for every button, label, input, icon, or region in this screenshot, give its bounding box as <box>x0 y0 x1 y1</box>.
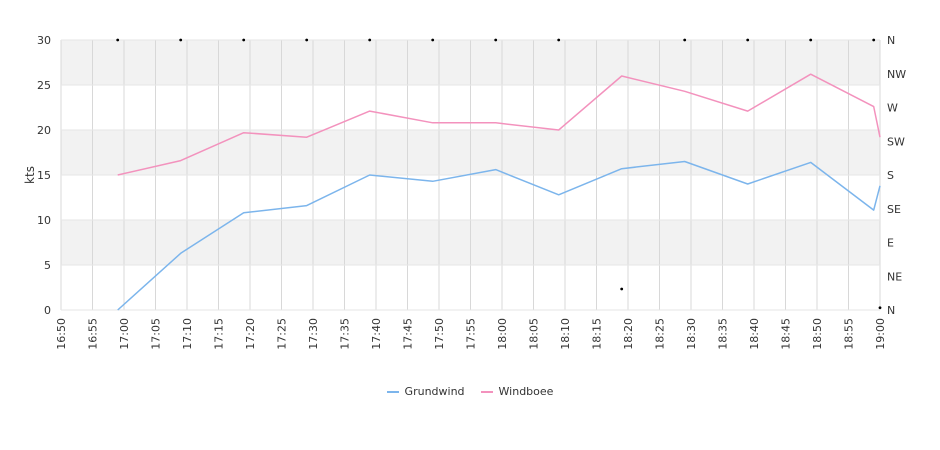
y-tick-label: 30 <box>37 34 51 47</box>
x-tick-label: 18:10 <box>559 318 572 350</box>
x-tick-label: 18:00 <box>496 318 509 350</box>
direction-marker <box>494 38 498 42</box>
y-tick-label: 20 <box>37 124 51 137</box>
right-tick-label: W <box>887 102 898 115</box>
series-lines <box>117 73 881 311</box>
direction-markers <box>116 38 882 310</box>
x-tick-label: 17:55 <box>465 318 478 350</box>
direction-marker <box>431 38 435 42</box>
x-tick-label: 18:15 <box>591 318 604 350</box>
y-tick-label: 10 <box>37 214 51 227</box>
y-axis-title: kts <box>23 166 37 184</box>
x-tick-label: 17:00 <box>118 318 131 350</box>
right-axis-ticks: N NE E SE S SW W NW N <box>887 34 906 317</box>
legend-label: Windboee <box>498 385 554 398</box>
x-tick-label: 18:35 <box>717 318 730 350</box>
y-tick-label: 15 <box>37 169 51 182</box>
x-tick-label: 18:50 <box>811 318 824 350</box>
x-tick-label: 18:25 <box>654 318 667 350</box>
x-tick-label: 18:55 <box>843 318 856 350</box>
x-tick-label: 19:00 <box>874 318 887 350</box>
x-tick-label: 18:30 <box>685 318 698 350</box>
direction-marker <box>746 38 750 42</box>
y-tick-label: 5 <box>44 259 51 272</box>
legend-item-windboee[interactable]: Windboee <box>480 385 554 398</box>
direction-marker <box>809 38 813 42</box>
x-tick-label: 18:45 <box>780 318 793 350</box>
x-tick-label: 17:20 <box>244 318 257 350</box>
direction-marker <box>305 38 309 42</box>
direction-marker <box>620 287 624 291</box>
direction-marker <box>878 306 882 310</box>
x-tick-label: 17:10 <box>181 318 194 350</box>
direction-marker <box>872 38 876 42</box>
right-tick-label: NE <box>887 270 902 283</box>
direction-marker <box>557 38 561 42</box>
x-tick-label: 16:50 <box>55 318 68 350</box>
y-tick-label: 0 <box>44 304 51 317</box>
x-tick-label: 18:05 <box>528 318 541 350</box>
right-tick-label: N <box>887 304 895 317</box>
x-tick-label: 17:25 <box>276 318 289 350</box>
series-line-grundwind <box>117 160 881 311</box>
x-tick-label: 17:50 <box>433 318 446 350</box>
x-tick-label: 17:15 <box>213 318 226 350</box>
direction-marker <box>116 38 120 42</box>
right-tick-label: S <box>887 169 894 182</box>
right-tick-label: SE <box>887 203 901 216</box>
right-tick-label: SW <box>887 135 905 148</box>
y-tick-label: 25 <box>37 79 51 92</box>
direction-marker <box>242 38 246 42</box>
legend: Grundwind Windboee <box>0 385 940 398</box>
direction-marker <box>179 38 183 42</box>
legend-swatch <box>480 390 493 393</box>
direction-marker <box>368 38 372 42</box>
x-tick-label: 16:55 <box>87 318 100 350</box>
right-tick-label: E <box>887 237 894 250</box>
x-axis-ticks: 16:50 16:55 17:00 17:05 17:10 17:15 17:20 17:25… <box>55 318 887 350</box>
x-tick-label: 17:05 <box>150 318 163 350</box>
x-tick-label: 17:30 <box>307 318 320 350</box>
right-tick-label: NW <box>887 68 906 81</box>
x-tick-label: 17:40 <box>370 318 383 350</box>
legend-swatch <box>386 390 399 393</box>
x-tick-label: 18:40 <box>748 318 761 350</box>
direction-marker <box>683 38 687 42</box>
right-tick-label: N <box>887 34 895 47</box>
x-tick-label: 17:35 <box>339 318 352 350</box>
legend-label: Grundwind <box>404 385 465 398</box>
x-tick-label: 18:20 <box>622 318 635 350</box>
legend-item-grundwind[interactable]: Grundwind <box>386 385 465 398</box>
x-tick-label: 17:45 <box>402 318 415 350</box>
series-line-windboee <box>117 73 881 176</box>
y-axis-ticks: 0 5 10 15 20 25 30 <box>37 34 51 317</box>
